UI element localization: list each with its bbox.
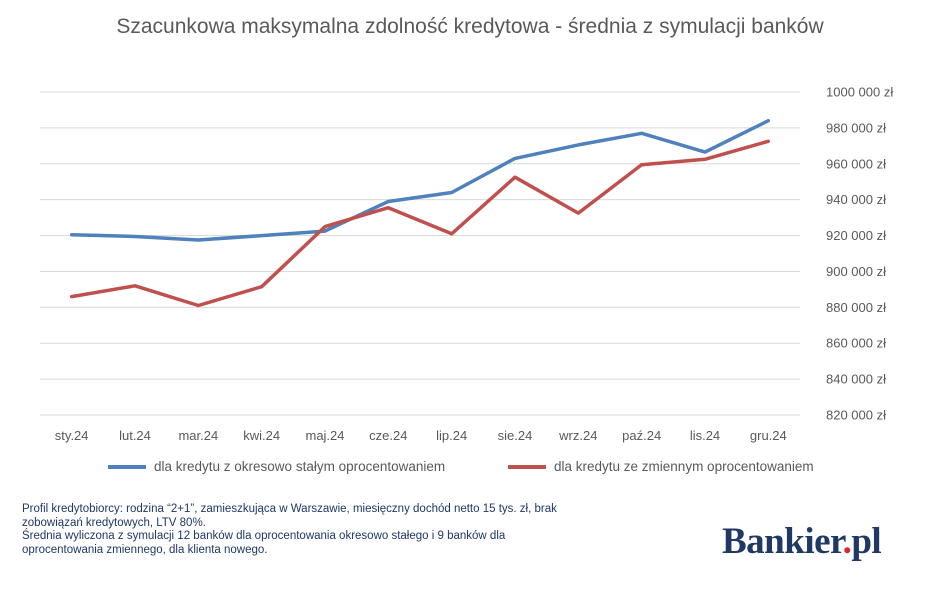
x-tick-label: mar.24 — [178, 428, 218, 443]
y-tick-label: 860 000 zł — [826, 336, 886, 351]
x-tick-label: lut.24 — [119, 428, 151, 443]
footnote: Profil kredytobiorcy: rodzina “2+1”, zam… — [22, 503, 642, 557]
y-tick-label: 940 000 zł — [826, 192, 886, 207]
legend-swatch-variable — [508, 464, 546, 469]
legend-item-fixed: dla kredytu z okresowo stałym oprocentow… — [108, 459, 445, 474]
legend: dla kredytu z okresowo stałym oprocentow… — [0, 459, 948, 481]
x-tick-label: sie.24 — [498, 428, 533, 443]
logo-name: Bankier — [722, 521, 843, 562]
x-tick-label: sty.24 — [55, 428, 89, 443]
footnote-line: oprocentowania zmiennego, dla klienta no… — [22, 543, 268, 556]
y-tick-label: 920 000 zł — [826, 228, 886, 243]
y-tick-label: 960 000 zł — [826, 156, 886, 171]
chart-title: Szacunkowa maksymalna zdolność kredytowa… — [116, 15, 824, 38]
x-tick-label: lip.24 — [436, 428, 467, 443]
footnote-line: zobowiązań kredytowych, LTV 80%. — [22, 516, 206, 529]
series-line-fixed — [69, 118, 771, 242]
series-lines — [69, 118, 771, 308]
y-tick-label: 840 000 zł — [826, 372, 886, 387]
y-tick-label: 980 000 zł — [826, 120, 886, 135]
y-axis-ticks: 820 000 zł 840 000 zł 860 000 zł 880 000 zł… — [826, 85, 893, 423]
gridlines — [40, 91, 800, 416]
logo-dot: . — [842, 521, 852, 562]
bankier-logo: Bankier.pl — [722, 520, 882, 563]
y-tick-label: 1000 000 zł — [826, 85, 893, 100]
line-chart: 820 000 zł 840 000 zł 860 000 zł 880 000 zł… — [40, 85, 893, 443]
y-tick-label: 820 000 zł — [826, 408, 886, 423]
legend-swatch-fixed — [108, 464, 146, 469]
series-line-variable — [69, 139, 771, 308]
y-tick-label: 900 000 zł — [826, 264, 886, 279]
logo-suffix: pl — [851, 521, 882, 562]
x-tick-label: gru.24 — [750, 428, 787, 443]
x-tick-label: wrz.24 — [558, 428, 597, 443]
x-tick-label: maj.24 — [305, 428, 344, 443]
legend-item-variable: dla kredytu ze zmiennym oprocentowaniem — [508, 459, 814, 474]
x-tick-label: cze.24 — [369, 428, 407, 443]
x-axis-ticks: sty.24 lut.24 mar.24 kwi.24 maj.24 cze.24 lip.… — [55, 428, 787, 443]
x-tick-label: lis.24 — [690, 428, 720, 443]
x-tick-label: kwi.24 — [243, 428, 280, 443]
legend-label-fixed: dla kredytu z okresowo stałym oprocentow… — [154, 459, 446, 474]
x-tick-label: paź.24 — [622, 428, 661, 443]
legend-label-variable: dla kredytu ze zmiennym oprocentowaniem — [554, 459, 814, 474]
y-tick-label: 880 000 zł — [826, 300, 886, 315]
footnote-line: Średnia wyliczona z symulacji 12 banków … — [22, 530, 506, 542]
footnote-line: Profil kredytobiorcy: rodzina “2+1”, zam… — [22, 503, 557, 515]
